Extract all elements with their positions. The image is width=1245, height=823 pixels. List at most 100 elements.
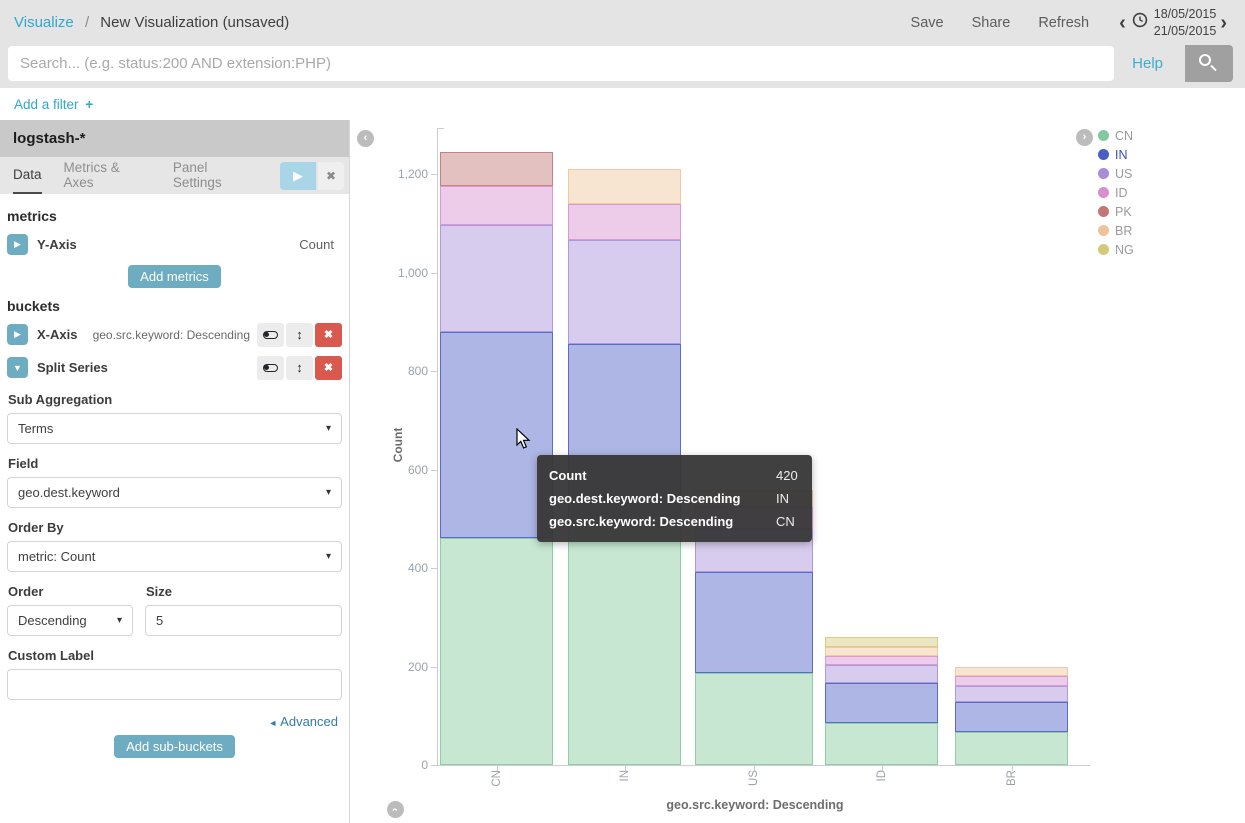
legend-item-ID[interactable]: ID xyxy=(1098,183,1134,202)
bar-segment-US-IN[interactable] xyxy=(695,571,813,673)
time-forward-icon[interactable]: › xyxy=(1220,11,1227,34)
collapse-bottom-icon[interactable]: › xyxy=(387,801,404,818)
add-sub-buckets-button[interactable]: Add sub-buckets xyxy=(114,735,235,758)
bar-segment-ID-IN[interactable] xyxy=(825,682,938,723)
tab-panel-settings[interactable]: Panel Settings xyxy=(172,159,222,190)
split-series-disable-toggle[interactable] xyxy=(257,355,284,380)
bar-segment-BR-US[interactable] xyxy=(955,685,1068,703)
x-axis-expand-icon[interactable]: ▶ xyxy=(7,324,28,345)
help-link[interactable]: Help xyxy=(1132,55,1163,72)
bar-segment-CN-IN[interactable] xyxy=(440,331,553,539)
field-label: Field xyxy=(8,456,39,471)
search-icon xyxy=(1199,54,1211,66)
bar-segment-ID-ID[interactable] xyxy=(825,656,938,665)
split-series-collapse-icon[interactable]: ▼ xyxy=(7,357,28,378)
save-button[interactable]: Save xyxy=(910,14,944,31)
chart-legend: CN IN US ID PK BR NG xyxy=(1098,126,1134,259)
tab-metrics-axes[interactable]: Metrics & Axes xyxy=(63,159,120,190)
legend-swatch-icon xyxy=(1098,168,1109,179)
x-axis-remove-button[interactable]: ✖ xyxy=(315,322,342,347)
legend-label: NG xyxy=(1115,242,1134,257)
x-tick-label: IN xyxy=(618,770,631,782)
legend-label: IN xyxy=(1115,147,1128,162)
y-tick-mark xyxy=(431,469,437,471)
search-button[interactable] xyxy=(1185,45,1233,82)
bar-segment-BR-ID[interactable] xyxy=(955,676,1068,686)
x-tick-label: BR xyxy=(1005,770,1018,786)
y-axis-label: Y-Axis xyxy=(37,237,77,252)
add-metrics-button[interactable]: Add metrics xyxy=(128,265,221,288)
chevron-down-icon: ▾ xyxy=(116,615,122,626)
x-axis-line xyxy=(437,765,1090,766)
breadcrumb-visualize-link[interactable]: Visualize xyxy=(14,14,74,31)
split-series-move-button[interactable]: ↕ xyxy=(286,355,313,380)
chevron-down-icon: ▾ xyxy=(325,423,331,434)
legend-item-US[interactable]: US xyxy=(1098,164,1134,183)
sub-aggregation-select[interactable]: Terms ▾ xyxy=(7,413,342,444)
apply-changes-button[interactable]: ▶ xyxy=(280,161,316,190)
split-series-remove-button[interactable]: ✖ xyxy=(315,355,342,380)
search-input[interactable] xyxy=(8,46,1115,81)
bar-segment-CN-US[interactable] xyxy=(440,224,553,332)
bar-segment-IN-BR[interactable] xyxy=(568,168,681,204)
x-tick-mark xyxy=(496,766,498,771)
bar-segment-CN-CN[interactable] xyxy=(440,538,553,765)
bar-segment-IN-CN[interactable] xyxy=(568,523,681,765)
bar-segment-US-CN[interactable] xyxy=(695,672,813,765)
custom-label-input[interactable] xyxy=(7,669,342,700)
chart-tooltip: Count 420 geo.dest.keyword: Descending IN ge… xyxy=(537,455,812,542)
x-axis-disable-toggle[interactable] xyxy=(257,322,284,347)
move-vertical-icon: ↕ xyxy=(296,360,303,375)
legend-item-IN[interactable]: IN xyxy=(1098,145,1134,164)
time-back-icon[interactable]: ‹ xyxy=(1119,11,1126,34)
y-tick-label: 1,200 xyxy=(397,167,428,181)
legend-label: ID xyxy=(1115,185,1128,200)
size-input[interactable] xyxy=(145,605,342,636)
bar-segment-ID-US[interactable] xyxy=(825,664,938,683)
bar-segment-CN-PK[interactable] xyxy=(440,152,553,187)
legend-swatch-icon xyxy=(1098,130,1109,141)
tab-data[interactable]: Data xyxy=(13,157,42,194)
x-tick-mark xyxy=(881,766,883,771)
tooltip-row-label: geo.src.keyword: Descending xyxy=(549,514,734,529)
bar-segment-IN-ID[interactable] xyxy=(568,203,681,241)
collapse-sidebar-icon[interactable]: ‹ xyxy=(357,130,374,147)
advanced-arrow-icon: ◄ xyxy=(268,718,278,728)
expand-legend-icon[interactable]: › xyxy=(1076,129,1093,146)
discard-changes-button[interactable]: ✖ xyxy=(318,161,344,190)
order-by-select[interactable]: metric: Count ▾ xyxy=(7,541,342,572)
time-range[interactable]: 18/05/2015 21/05/2015 xyxy=(1154,6,1217,39)
legend-item-NG[interactable]: NG xyxy=(1098,240,1134,259)
order-label: Order xyxy=(8,584,44,599)
x-axis-move-button[interactable]: ↕ xyxy=(286,322,313,347)
bar-segment-CN-ID[interactable] xyxy=(440,186,553,225)
order-by-label: Order By xyxy=(8,520,64,535)
bar-segment-ID-CN[interactable] xyxy=(825,722,938,765)
bar-segment-ID-NG[interactable] xyxy=(825,637,938,647)
bar-segment-ID-BR[interactable] xyxy=(825,646,938,657)
custom-label-label: Custom Label xyxy=(8,648,94,663)
breadcrumb-separator: / xyxy=(84,14,90,31)
refresh-button[interactable]: Refresh xyxy=(1038,14,1090,31)
advanced-toggle-link[interactable]: ◄ Advanced xyxy=(268,714,338,729)
size-label: Size xyxy=(146,584,173,599)
bar-segment-BR-BR[interactable] xyxy=(955,667,1068,677)
bar-segment-BR-IN[interactable] xyxy=(955,702,1068,733)
bar-segment-IN-US[interactable] xyxy=(568,240,681,344)
order-select[interactable]: Descending ▾ xyxy=(7,605,133,636)
y-axis-expand-icon[interactable]: ▶ xyxy=(7,234,28,255)
y-tick-mark xyxy=(431,765,437,766)
legend-item-BR[interactable]: BR xyxy=(1098,221,1134,240)
clock-icon[interactable] xyxy=(1132,12,1148,33)
legend-item-CN[interactable]: CN xyxy=(1098,126,1134,145)
legend-label: BR xyxy=(1115,223,1133,238)
share-button[interactable]: Share xyxy=(971,14,1011,31)
split-series-label: Split Series xyxy=(37,360,108,375)
tooltip-row-value: 420 xyxy=(776,468,798,483)
metrics-heading: metrics xyxy=(7,208,57,224)
tooltip-row-value: IN xyxy=(776,491,790,506)
bar-segment-BR-CN[interactable] xyxy=(955,732,1068,765)
add-filter-link[interactable]: Add a filter + xyxy=(14,96,94,112)
legend-item-PK[interactable]: PK xyxy=(1098,202,1134,221)
field-select[interactable]: geo.dest.keyword ▾ xyxy=(7,477,342,508)
